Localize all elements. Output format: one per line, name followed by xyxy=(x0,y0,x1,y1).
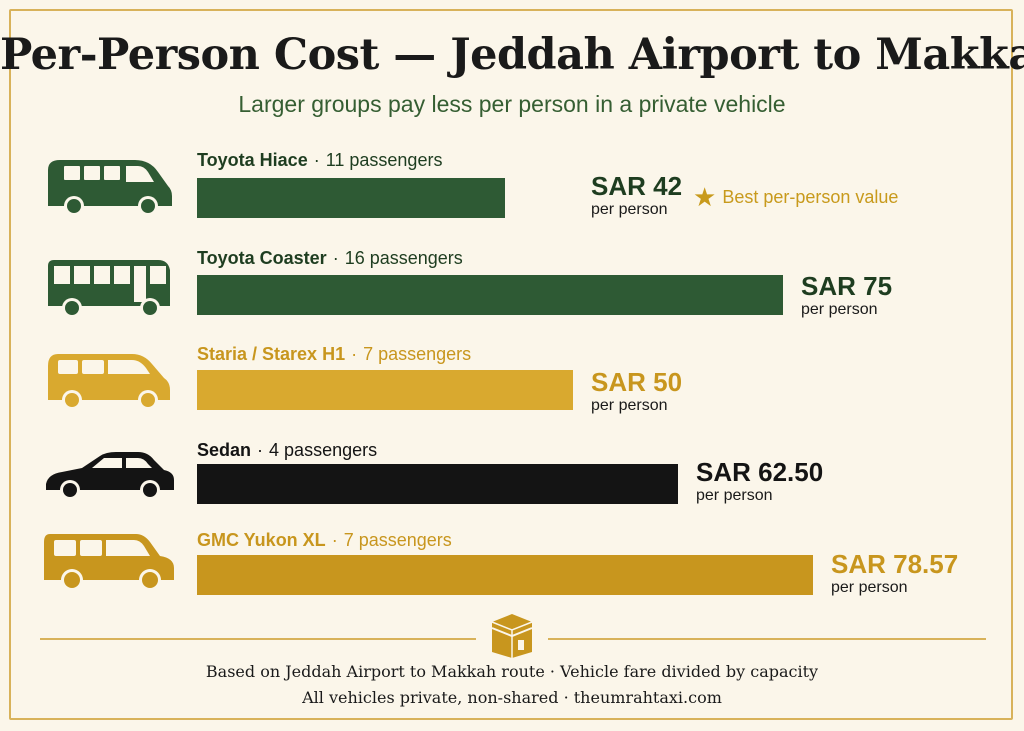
chart-row-toyota-coaster: Toyota Coaster · 16 passengers SAR 75 per … xyxy=(0,248,1024,338)
row-label: Staria / Starex H1 · 7 passengers xyxy=(197,344,472,364)
sedan-icon xyxy=(46,452,174,500)
vehicle-capacity: 11 passengers xyxy=(325,150,443,170)
value-label: SAR 42 per person xyxy=(591,172,682,220)
row-label: GMC Yukon XL · 7 passengers xyxy=(197,530,452,550)
chart-row-toyota-hiace: Toyota Hiace · 11 passengers SAR 42 per pe… xyxy=(0,150,1024,240)
value-price: SAR 75 xyxy=(801,271,893,301)
footer-line-1: Based on Jeddah Airport to Makkah route … xyxy=(205,662,819,681)
vehicle-capacity: 16 passengers xyxy=(344,248,463,268)
value-price: SAR 78.57 xyxy=(831,549,959,579)
value-unit: per person xyxy=(591,397,668,414)
suv-icon xyxy=(44,534,174,591)
row-label: Toyota Coaster · 16 passengers xyxy=(197,248,463,268)
van-icon xyxy=(48,160,172,216)
chart-row-staria-starex: Staria / Starex H1 · 7 passengers SAR 50 p… xyxy=(0,344,1024,434)
kaaba-icon xyxy=(491,614,533,658)
value-unit: per person xyxy=(591,201,668,218)
bar-toyota-hiace xyxy=(197,178,505,218)
value-label: SAR 62.50 per person xyxy=(696,458,823,506)
value-price: SAR 62.50 xyxy=(696,457,824,487)
vehicle-capacity: 7 passengers xyxy=(343,530,452,550)
bar-staria-starex xyxy=(197,370,573,410)
minibus-icon xyxy=(48,260,170,318)
vehicle-name: Staria / Starex H1 xyxy=(197,344,346,364)
chart-subtitle: Larger groups pay less per person in a p… xyxy=(238,91,786,117)
best-value-text: Best per-person value xyxy=(722,187,899,207)
bar-sedan xyxy=(197,464,678,504)
card-frame xyxy=(9,9,1013,720)
minivan-icon xyxy=(48,354,170,410)
footer-line-2: All vehicles private, non-shared · theum… xyxy=(302,688,722,707)
value-label: SAR 75 per person xyxy=(801,272,892,320)
value-unit: per person xyxy=(831,579,908,596)
row-label: Sedan · 4 passengers xyxy=(197,440,378,460)
vehicle-name: GMC Yukon XL xyxy=(197,530,326,550)
value-unit: per person xyxy=(801,301,878,318)
value-price: SAR 42 xyxy=(591,171,683,201)
vehicle-name: Toyota Hiace xyxy=(197,150,308,170)
footer-divider-right xyxy=(548,638,986,640)
vehicle-name: Toyota Coaster xyxy=(197,248,327,268)
bar-gmc-yukon xyxy=(197,555,813,595)
vehicle-capacity: 7 passengers xyxy=(363,344,472,364)
value-price: SAR 50 xyxy=(591,367,683,397)
value-unit: per person xyxy=(696,487,773,504)
star-icon: ★ xyxy=(693,182,717,212)
bar-toyota-coaster xyxy=(197,275,783,315)
best-value-annotation: ★ Best per-person value xyxy=(693,182,898,213)
chart-title: Per-Person Cost — Jeddah Airport to Makk… xyxy=(0,30,1024,80)
vehicle-capacity: 4 passengers xyxy=(269,440,378,460)
vehicle-name: Sedan xyxy=(197,440,252,460)
chart-row-gmc-yukon: GMC Yukon XL · 7 passengers SAR 78.57 per … xyxy=(0,530,1024,620)
row-label: Toyota Hiace · 11 passengers xyxy=(197,150,443,170)
footer-divider-left xyxy=(40,638,476,640)
value-label: SAR 78.57 per person xyxy=(831,550,958,598)
chart-row-sedan: Sedan · 4 passengers SAR 62.50 per person xyxy=(0,440,1024,530)
value-label: SAR 50 per person xyxy=(591,368,682,416)
